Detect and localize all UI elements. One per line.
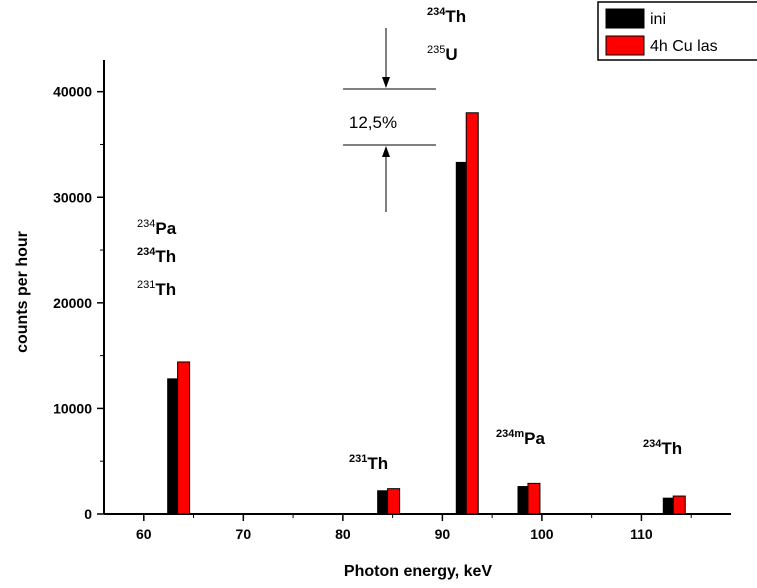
y-tick-label: 40000	[53, 84, 92, 100]
y-tick-label: 20000	[53, 295, 92, 311]
bars	[167, 112, 686, 515]
isotope-annotations: 234Pa 234Th 231Th 231Th 234Th 235U 234mPa 234Th	[137, 6, 682, 473]
x-tick-label: 100	[530, 526, 554, 542]
bar-cu-las	[672, 495, 686, 515]
bar-cu-las	[387, 488, 401, 515]
y-tick-label: 30000	[53, 189, 92, 205]
x-tick-label: 70	[236, 526, 252, 542]
isotope-label: 234Th	[427, 6, 466, 26]
isotope-label: 234Pa	[137, 218, 177, 238]
bar-cu-las	[465, 112, 479, 515]
x-tick-label: 80	[335, 526, 351, 542]
legend-label: 4h Cu las	[650, 38, 718, 55]
y-tick-label: 0	[84, 506, 92, 522]
isotope-label: 234mPa	[496, 428, 545, 448]
x-tick-label: 110	[630, 526, 653, 542]
axes: 0 10000 20000 30000 40000 60 70 80 90 100 110	[53, 60, 731, 542]
difference-label: 12,5%	[349, 113, 397, 132]
legend-label: ini	[650, 11, 666, 28]
x-tick-label: 60	[136, 526, 152, 542]
isotope-label: 231Th	[137, 279, 176, 299]
isotope-label: 235U	[427, 44, 458, 64]
bar-cu-las	[177, 361, 191, 515]
isotope-label: 231Th	[349, 453, 388, 473]
arrowhead-down-icon	[382, 77, 390, 88]
bar-cu-las	[527, 482, 541, 515]
legend-swatch	[605, 8, 645, 29]
isotope-label: 234Th	[643, 438, 682, 458]
x-axis-title: Photon energy, keV	[344, 563, 493, 580]
legend-swatch	[605, 35, 645, 56]
isotope-label: 234Th	[137, 246, 176, 266]
arrowhead-up-icon	[382, 146, 390, 157]
legend: ini 4h Cu las	[597, 1, 757, 61]
y-axis-title: counts per hour	[14, 231, 31, 353]
x-tick-label: 90	[435, 526, 451, 542]
y-tick-label: 10000	[53, 400, 92, 416]
difference-marker: 12,5%	[343, 28, 436, 212]
